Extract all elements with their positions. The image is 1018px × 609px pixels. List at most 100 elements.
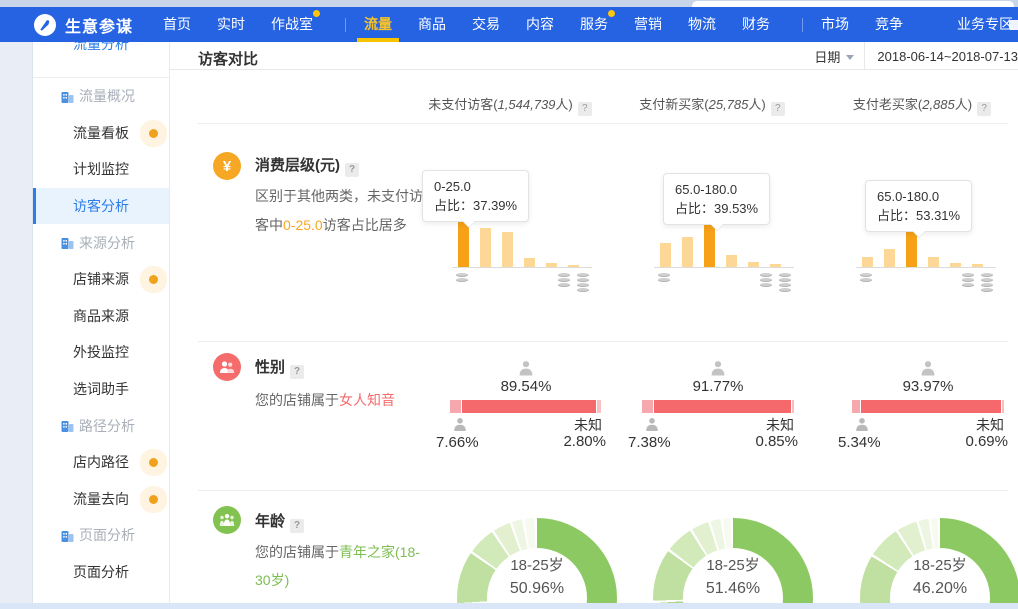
sidebar-label: 流量去向 [73,490,129,507]
price-level-chart-3[interactable] [856,206,996,292]
help-icon[interactable]: ? [577,102,592,116]
sidebar-item-选词助手[interactable]: 选词助手 [33,371,169,408]
sidebar-label: 商品来源 [73,307,129,324]
tooltip-value: 占比：53.31% [877,208,961,223]
building-icon [61,529,74,542]
sidebar-item-店内路径[interactable]: 店内路径 [33,444,169,481]
age-row-desc: 您的店铺属于青年之家(18-30岁) [255,544,420,588]
sidebar-group-来源分析: 来源分析 [33,224,169,261]
bar [480,228,491,267]
male-icon [644,417,660,437]
tooltip-range: 65.0-180.0 [877,189,940,204]
nav-item-营销[interactable]: 营销 [634,16,663,32]
sidebar-group-流量概况: 流量概况 [33,78,169,115]
unknown-percent: 2.80% [563,433,606,450]
donut-top-age-percent: 46.20% [912,580,968,597]
female-percent: 93.97% [902,378,954,395]
help-icon[interactable]: ? [770,102,785,116]
bar [928,257,939,267]
nav-item-实时[interactable]: 实时 [217,16,246,32]
date-label[interactable]: 日期 [814,49,841,65]
donut-center: 18-25岁 51.46% [683,548,783,609]
help-icon[interactable]: ? [345,163,359,177]
bar [862,257,873,267]
nav-item-业务专区[interactable]: 业务专区 [957,16,1014,32]
donut-top-age-percent: 50.96% [509,580,565,597]
help-icon[interactable]: ? [290,365,305,379]
price-level-chart-1[interactable] [452,206,592,292]
bar [770,264,781,267]
chart-tooltip: 65.0-180.0 占比：53.31% [865,180,973,237]
sidebar-item-商品来源[interactable]: 商品来源 [33,298,169,335]
column-header-3: 支付老买家(2,885人)? [812,94,1018,116]
unknown-label: 未知 [976,417,1004,433]
age-donut-chart-1[interactable]: 18-25岁 50.96% [457,518,617,609]
donut-top-age-percent: 51.46% [705,580,761,597]
gender-bar [642,400,794,413]
male-percent: 7.38% [628,434,671,451]
nav-item-商品[interactable]: 商品 [418,16,447,32]
date-range-value[interactable]: 2018-06-14~2018-07-13 [877,48,1018,64]
coin-stack-icon [760,272,772,287]
nav-item-服务[interactable]: 服务 [580,7,616,42]
tooltip-value: 占比：37.39% [434,198,518,213]
coin-stack-icon [860,272,872,282]
sidebar-item-流量去向[interactable]: 流量去向 [33,481,169,518]
nav-menu: 首页实时作战室流量商品交易内容服务营销物流财务市场竞争业务专区取数学院 [163,7,1018,42]
bar [950,263,961,267]
nav-item-竞争[interactable]: 竞争 [875,16,904,32]
brand[interactable]: 生意参谋 [34,13,133,37]
sidebar-item-页面分析[interactable]: 页面分析 [33,554,169,591]
gender-row-desc: 您的店铺属于女人知音 [255,392,395,408]
female-icon [709,360,727,382]
gender-bar [450,400,602,413]
nav-divider [802,17,804,32]
divider [198,123,1008,124]
unknown-segment [597,400,601,413]
donut-top-age-label: 18-25岁 [913,557,967,574]
nav-item-交易[interactable]: 交易 [472,16,501,32]
sidebar-item-店铺来源[interactable]: 店铺来源 [33,261,169,298]
nav-item-流量[interactable]: 流量 [357,7,400,42]
nav-item-作战室[interactable]: 作战室 [271,7,321,42]
coin-stack-icon [981,272,993,292]
nav-item-市场[interactable]: 市场 [821,16,850,32]
help-icon[interactable]: ? [977,102,992,116]
bar [726,255,737,267]
sidebar-item-流量看板[interactable]: 流量看板 [33,115,169,152]
coin-stack-icon [577,272,589,292]
bar [502,232,513,267]
sidebar-item-计划监控[interactable]: 计划监控 [33,151,169,188]
divider [198,341,1008,342]
date-picker[interactable]: 日期 2018-06-14~2018-07-13 [814,42,1018,70]
help-icon[interactable]: ? [290,519,305,533]
sidebar-label: 计划监控 [73,161,129,178]
nav-item-财务[interactable]: 财务 [742,16,771,32]
female-icon [517,360,535,382]
column-header-2: 支付新买家(25,785人)? [602,94,822,116]
gender-icon [213,353,241,381]
nav-item-物流[interactable]: 物流 [688,16,717,32]
consumption-level-icon: ¥ [213,152,241,180]
nav-item-内容[interactable]: 内容 [526,16,555,32]
bar [524,258,535,267]
tooltip-pointer [463,221,475,227]
unknown-segment [792,400,794,413]
bars [458,217,579,267]
sidebar-label: 流量看板 [73,124,129,141]
tooltip-value: 占比：39.53% [675,201,759,216]
price-tier-coin-icons [654,272,794,294]
age-donut-chart-2[interactable]: 18-25岁 51.46% [653,518,813,609]
bar [458,217,469,267]
sidebar-item-访客分析[interactable]: 访客分析 [33,187,169,225]
male-segment [852,400,860,413]
age-donut-chart-3[interactable]: 18-25岁 46.20% [860,518,1018,609]
price-level-chart-2[interactable] [654,206,794,292]
sidebar-item-外投监控[interactable]: 外投监控 [33,334,169,371]
sidebar-panel-title[interactable]: 流量分析 [33,42,169,78]
left-gutter [0,42,33,609]
building-icon [61,236,74,250]
bars [660,221,781,267]
nav-item-首页[interactable]: 首页 [163,16,192,32]
